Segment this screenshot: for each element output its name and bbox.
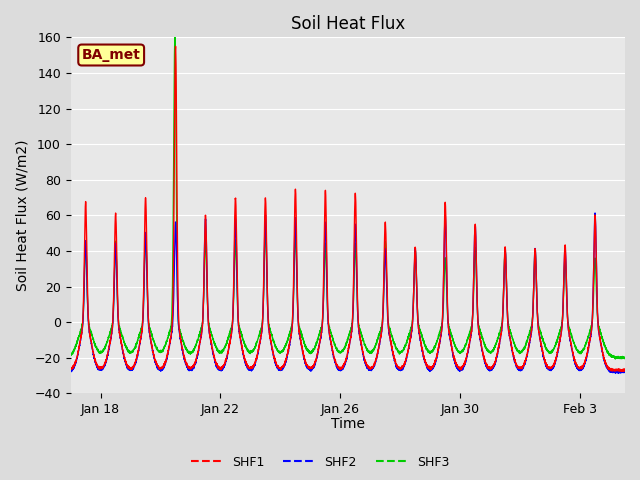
SHF1 [67,365,74,371]
SHF2 [248,367,255,372]
SHF1 [417,339,425,345]
SHF1 [519,363,527,369]
SHF3 [611,356,619,362]
SHF3 [490,347,497,352]
Line: SHF3: SHF3 [70,37,625,359]
Title: Soil Heat Flux: Soil Heat Flux [291,15,405,33]
SHF1 [172,43,179,49]
SHF1 [248,365,255,371]
SHF2 [417,339,424,345]
SHF2 [399,365,406,371]
SHF2 [591,210,599,216]
X-axis label: Time: Time [331,418,365,432]
SHF1 [399,363,407,369]
SHF1 [611,368,619,374]
SHF3 [67,352,74,358]
Y-axis label: Soil Heat Flux (W/m2): Soil Heat Flux (W/m2) [15,140,29,291]
SHF3 [171,34,179,40]
Line: SHF2: SHF2 [70,213,625,373]
SHF3 [621,355,629,360]
SHF3 [248,349,255,355]
SHF1 [621,367,629,373]
Legend: SHF1, SHF2, SHF3: SHF1, SHF2, SHF3 [186,451,454,474]
SHF2 [621,369,629,374]
SHF2 [519,364,527,370]
SHF2 [67,369,74,375]
SHF2 [612,371,620,376]
SHF2 [108,331,116,336]
SHF3 [519,347,527,353]
Text: BA_met: BA_met [82,48,141,62]
Line: SHF1: SHF1 [70,46,625,371]
SHF2 [490,365,497,371]
SHF3 [108,324,116,330]
SHF3 [399,348,407,353]
SHF1 [108,330,116,336]
SHF3 [417,329,425,335]
SHF1 [490,362,497,368]
